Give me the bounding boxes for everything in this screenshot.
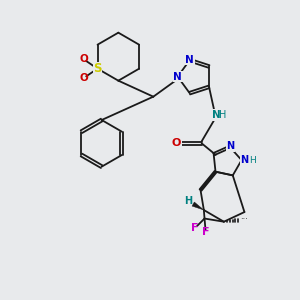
Text: N: N	[212, 110, 221, 120]
Text: H: H	[249, 156, 256, 165]
Text: O: O	[79, 54, 88, 64]
Text: H: H	[219, 110, 227, 120]
Text: N: N	[185, 55, 194, 64]
Text: N: N	[226, 141, 235, 151]
Text: O: O	[172, 138, 182, 148]
Text: F: F	[191, 223, 199, 233]
Text: N: N	[173, 72, 182, 82]
Text: H: H	[184, 196, 192, 206]
Text: O: O	[79, 73, 88, 83]
Polygon shape	[192, 202, 204, 210]
Text: S: S	[93, 62, 102, 75]
Text: N: N	[240, 155, 248, 165]
Text: F: F	[202, 227, 210, 237]
Text: ···: ···	[241, 215, 248, 224]
